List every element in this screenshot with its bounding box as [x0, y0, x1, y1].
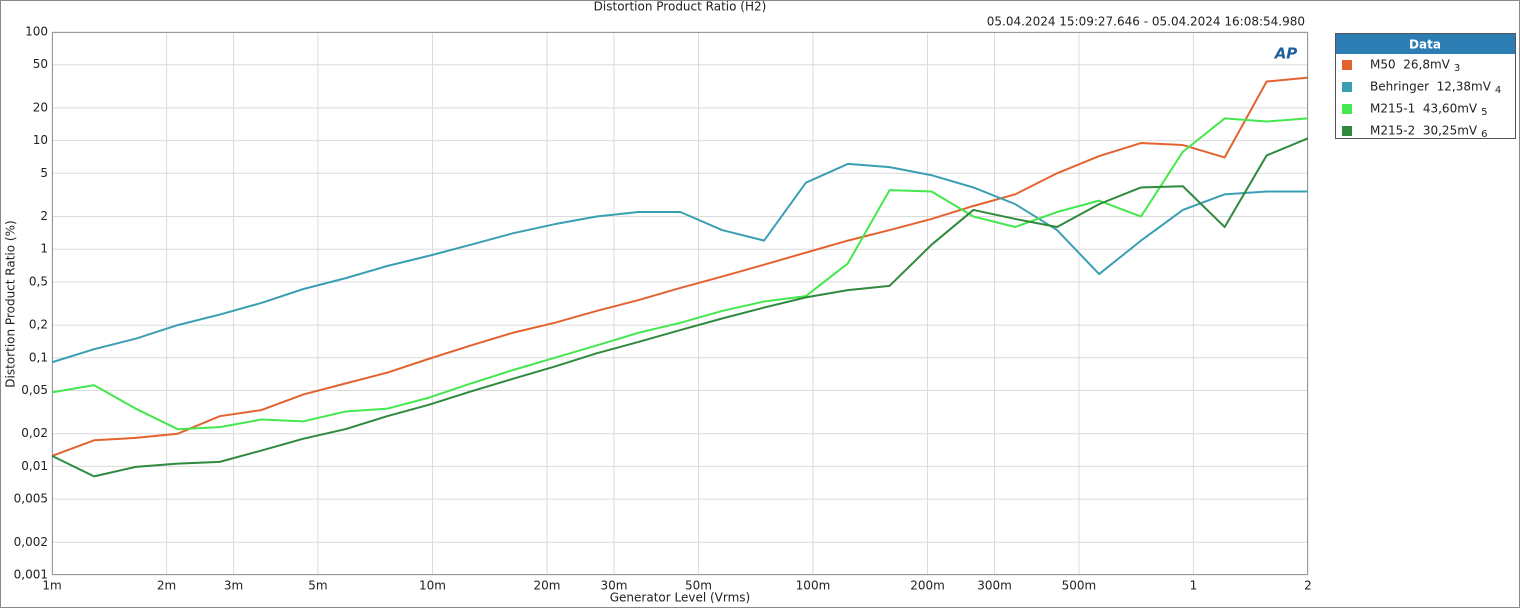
y-axis-label: Distortion Product Ratio (%): [4, 220, 18, 387]
legend-label: M50 26,8mV: [1370, 58, 1451, 72]
legend-swatch: [1342, 60, 1352, 70]
x-tick-label: 500m: [1062, 579, 1097, 593]
y-tick-label: 0,005: [14, 492, 48, 506]
x-tick-label: 1m: [42, 579, 61, 593]
x-tick-label: 50m: [685, 579, 712, 593]
y-tick-label: 1: [40, 242, 48, 256]
plot-area: [52, 32, 1308, 575]
series-line: [51, 117, 1309, 431]
x-tick-label: 2: [1304, 579, 1312, 593]
chart-subtitle: 05.04.2024 15:09:27.646 - 05.04.2024 16:…: [987, 15, 1305, 29]
series-line: [51, 76, 1309, 457]
y-tick-label: 0,2: [29, 318, 48, 332]
x-tick-label: 200m: [910, 579, 945, 593]
plot-border: [52, 32, 1308, 575]
y-tick-label: 50: [33, 57, 48, 71]
y-tick-label: 0,002: [14, 535, 48, 549]
series-line: [51, 137, 1309, 478]
y-tick-label: 0,05: [21, 383, 48, 397]
legend-label: M215-1 43,60mV: [1370, 102, 1478, 116]
x-tick-label: 20m: [534, 579, 561, 593]
legend-suffix: 6: [1481, 129, 1487, 140]
y-tick-label: 0,1: [29, 350, 48, 364]
legend-title: Data: [1409, 38, 1441, 52]
x-tick-label: 10m: [419, 579, 446, 593]
x-tick-label: 100m: [796, 579, 831, 593]
y-tick-label: 100: [25, 25, 48, 39]
y-tick-label: 0,02: [21, 426, 48, 440]
x-tick-label: 30m: [601, 579, 628, 593]
x-axis-label: Generator Level (Vrms): [610, 591, 750, 605]
x-tick-label: 2m: [157, 579, 176, 593]
series-line: [51, 162, 1308, 364]
y-tick-label: 20: [33, 100, 48, 114]
chart-title: Distortion Product Ratio (H2): [594, 0, 767, 14]
legend-suffix: 5: [1481, 107, 1487, 118]
x-tick-label: 300m: [977, 579, 1012, 593]
y-tick-label: 10: [33, 133, 48, 147]
legend-label: Behringer 12,38mV: [1370, 80, 1492, 94]
x-tick-label: 1: [1190, 579, 1198, 593]
logo: AP: [1274, 45, 1298, 63]
y-tick-label: 5: [40, 166, 48, 180]
legend-swatch: [1342, 82, 1352, 92]
y-tick-label: 0,001: [14, 568, 48, 582]
y-tick-label: 0,01: [21, 459, 48, 473]
legend-label: M215-2 30,25mV: [1370, 124, 1478, 138]
x-tick-label: 3m: [224, 579, 243, 593]
y-tick-label: 2: [40, 209, 48, 223]
legend-swatch: [1342, 126, 1352, 136]
legend-header: [1336, 34, 1515, 54]
legend-suffix: 3: [1454, 63, 1460, 74]
x-tick-label: 5m: [308, 579, 327, 593]
legend-suffix: 4: [1495, 85, 1501, 96]
y-tick-label: 0,5: [29, 274, 48, 288]
legend-swatch: [1342, 104, 1352, 114]
legend: Data M50 26,8mV 3 Behringer 12,38mV 4 M215-1…: [1335, 33, 1516, 140]
